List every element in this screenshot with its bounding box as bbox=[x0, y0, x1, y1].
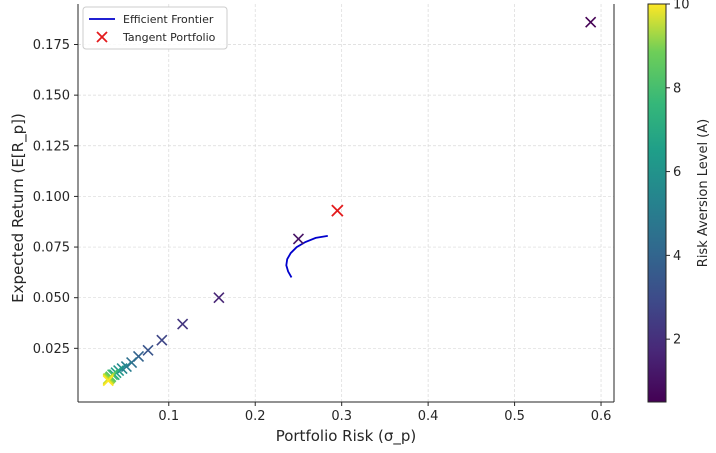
tangent-portfolio-layer bbox=[331, 204, 344, 217]
risk-aversion-marker bbox=[213, 292, 225, 304]
x-axis-label: Portfolio Risk (σ_p) bbox=[276, 427, 417, 446]
marker-stroke bbox=[126, 356, 138, 369]
y-tick-label: 0.100 bbox=[33, 190, 70, 205]
legend-x-icon bbox=[96, 31, 108, 43]
y-tick-label: 0.125 bbox=[33, 139, 70, 154]
colorbar-tick-label: 8 bbox=[673, 81, 681, 96]
risk-aversion-marker bbox=[142, 344, 154, 356]
tangent-portfolio-marker bbox=[331, 204, 344, 217]
colorbar-tick-label: 2 bbox=[673, 333, 681, 348]
risk-aversion-marker bbox=[116, 363, 128, 375]
colorbar-tick-label: 10 bbox=[673, 0, 690, 13]
y-tick-label: 0.075 bbox=[33, 241, 70, 256]
legend-label-efficient-frontier: Efficient Frontier bbox=[123, 13, 214, 26]
risk-aversion-marker bbox=[292, 233, 305, 245]
x-tick-label: 0.4 bbox=[418, 409, 439, 424]
legend-box bbox=[82, 6, 228, 50]
y-axis-label: Expected Return (E[R_p]) bbox=[9, 113, 28, 303]
x-tick-label: 0.6 bbox=[591, 409, 612, 424]
colorbar-gradient bbox=[647, 3, 667, 403]
y-tick-label: 0.150 bbox=[33, 89, 70, 104]
legend: Efficient Frontier Tangent Portfolio bbox=[82, 6, 228, 50]
y-tick-label: 0.050 bbox=[33, 291, 70, 306]
efficient-frontier-layer bbox=[285, 235, 328, 278]
marker-stroke bbox=[585, 16, 597, 28]
risk-aversion-marker bbox=[156, 334, 168, 346]
marker-stroke bbox=[116, 363, 128, 375]
x-tick-label: 0.2 bbox=[245, 409, 266, 424]
axes: 0.1 0.2 0.3 0.4 0.5 0.6 0.025 0.050 0.075 0.100 0.… bbox=[9, 4, 615, 446]
marker-stroke bbox=[142, 344, 154, 356]
marker-stroke bbox=[177, 318, 189, 330]
marker-stroke bbox=[102, 375, 114, 387]
legend-label-tangent-portfolio: Tangent Portfolio bbox=[122, 31, 216, 44]
marker-stroke bbox=[292, 233, 305, 245]
x-tick-label: 0.3 bbox=[331, 409, 352, 424]
colorbar: 2 4 6 8 10 Risk Aversion Level (A) bbox=[647, 0, 711, 403]
colorbar-tick-label: 6 bbox=[673, 165, 681, 180]
colorbar-label: Risk Aversion Level (A) bbox=[696, 119, 711, 267]
grid bbox=[78, 4, 614, 402]
risk-aversion-points bbox=[102, 16, 597, 387]
y-tick-label: 0.175 bbox=[33, 38, 70, 53]
risk-aversion-marker bbox=[177, 318, 189, 330]
risk-aversion-marker bbox=[102, 375, 114, 387]
marker-stroke bbox=[156, 334, 168, 346]
marker-stroke bbox=[331, 204, 344, 217]
x-tick-label: 0.1 bbox=[158, 409, 179, 424]
colorbar-tick-label: 4 bbox=[673, 249, 681, 264]
x-tick-label: 0.5 bbox=[504, 409, 525, 424]
risk-aversion-marker bbox=[126, 356, 138, 369]
risk-aversion-marker bbox=[585, 16, 597, 28]
y-tick-label: 0.025 bbox=[33, 342, 70, 357]
marker-stroke bbox=[213, 292, 225, 304]
efficient-frontier-line bbox=[285, 235, 328, 278]
